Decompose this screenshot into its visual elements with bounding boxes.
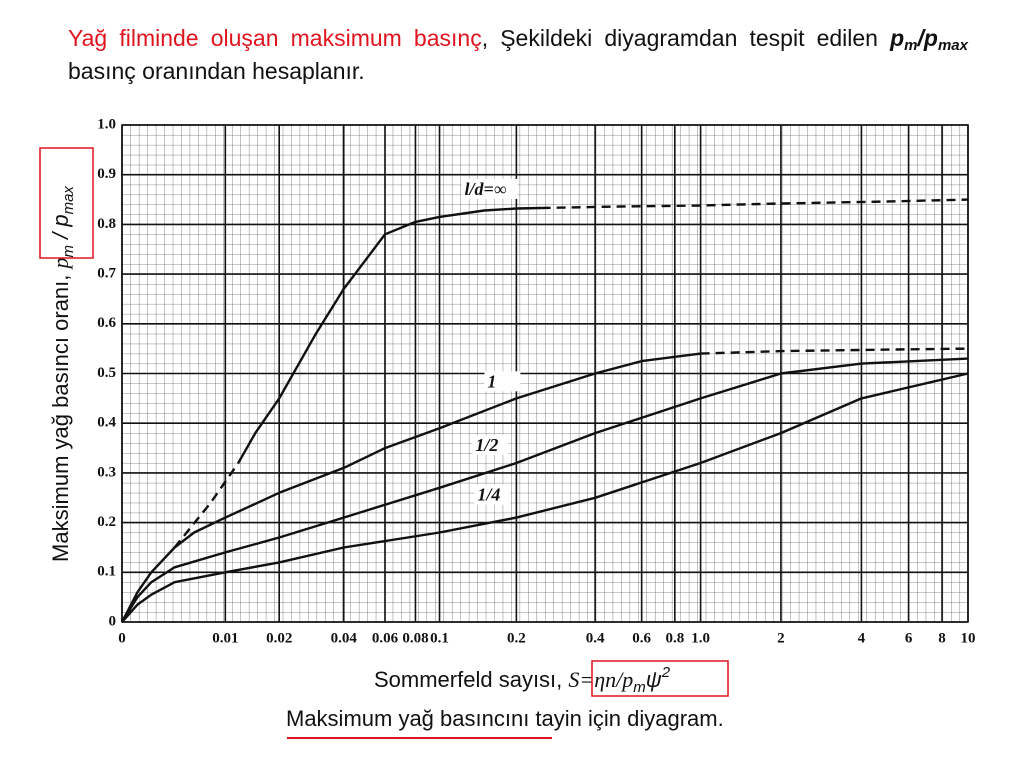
heading-text: , Şekildeki diyagramdan tespit edilen bbox=[481, 25, 891, 51]
x-tick-label: 6 bbox=[905, 630, 913, 646]
heading: Yağ filminde oluşan maksimum basınç, Şek… bbox=[68, 22, 968, 88]
y-tick-label: 0.3 bbox=[97, 464, 116, 480]
curve-label: 1/4 bbox=[477, 485, 500, 505]
y-label-sym: p bbox=[48, 257, 73, 270]
y-tick-label: 0.4 bbox=[97, 415, 116, 431]
curve bbox=[541, 198, 969, 210]
y-tick-label: 0.7 bbox=[97, 266, 116, 282]
x-label-sub: m bbox=[633, 679, 646, 696]
y-tick-label: 0.9 bbox=[97, 166, 116, 182]
curve-label: 1/2 bbox=[475, 435, 498, 455]
x-tick-label: 0.04 bbox=[331, 630, 358, 646]
ratio-p: /p bbox=[917, 25, 938, 51]
heading-text: basınç oranından hesaplanır. bbox=[68, 58, 365, 84]
y-tick-label: 0.1 bbox=[97, 564, 116, 580]
x-tick-label: 0.8 bbox=[665, 630, 684, 646]
curve bbox=[120, 352, 701, 623]
y-tick-label: 0.8 bbox=[97, 216, 116, 232]
label-bg bbox=[474, 484, 511, 505]
y-tick-label: 0.6 bbox=[97, 315, 116, 331]
y-label-sub: m bbox=[60, 245, 77, 258]
y-axis-label: Maksimum yağ basıncı oranı, pm / pmax bbox=[48, 186, 77, 562]
heading-red: Yağ filminde oluşan maksimum basınç bbox=[68, 25, 482, 51]
curve bbox=[120, 357, 969, 623]
curve-label: 1 bbox=[487, 371, 496, 391]
x-tick-label: 8 bbox=[938, 630, 946, 646]
highlight-box bbox=[591, 660, 729, 697]
ratio-p: p bbox=[890, 25, 905, 51]
y-label-text: Maksimum yağ basıncı oranı, bbox=[48, 268, 73, 561]
curve bbox=[700, 347, 969, 355]
curve bbox=[173, 462, 240, 549]
x-tick-label: 10 bbox=[961, 630, 976, 646]
x-tick-label: 0.06 bbox=[372, 630, 399, 646]
x-tick-label: 4 bbox=[858, 630, 866, 646]
x-tick-label: 2 bbox=[777, 630, 785, 646]
label-bg bbox=[472, 434, 509, 455]
y-label-sym: / p bbox=[48, 214, 73, 245]
x-label-sup: 2 bbox=[661, 664, 671, 681]
x-tick-label: 1.0 bbox=[691, 630, 710, 646]
highlight-box bbox=[39, 147, 94, 259]
x-label-sym: ψ bbox=[646, 667, 662, 692]
label-bg bbox=[461, 178, 518, 199]
x-tick-label: 0.02 bbox=[266, 630, 292, 646]
curve bbox=[121, 372, 969, 623]
y-tick-label: 0.5 bbox=[97, 365, 116, 381]
y-label-sub: max bbox=[60, 186, 77, 215]
ratio-sub: max bbox=[937, 37, 968, 54]
x-axis-label: Sommerfeld sayısı, S=ηn/pmψ2 bbox=[374, 664, 671, 696]
curve-label: l/d=∞ bbox=[465, 179, 507, 199]
x-tick-label: 0.2 bbox=[507, 630, 526, 646]
x-tick-label: 0.4 bbox=[586, 630, 605, 646]
x-tick-label: 0.08 bbox=[402, 630, 428, 646]
y-tick-label: 1.0 bbox=[97, 116, 116, 132]
curve bbox=[237, 206, 542, 464]
x-tick-label: 0.01 bbox=[212, 630, 238, 646]
caption: Maksimum yağ basıncını tayin için diyagr… bbox=[286, 706, 724, 731]
ratio-sub: m bbox=[904, 37, 918, 54]
x-tick-label: 0 bbox=[118, 630, 126, 646]
x-tick-label: 0.1 bbox=[430, 630, 449, 646]
y-tick-label: 0.2 bbox=[97, 514, 116, 530]
x-label-sym: S=ηn/p bbox=[568, 667, 633, 692]
x-tick-label: 0.6 bbox=[632, 630, 651, 646]
ratio: pm/pmax bbox=[890, 25, 968, 54]
y-tick-label: 0 bbox=[109, 613, 117, 629]
x-label-text: Sommerfeld sayısı, bbox=[374, 667, 568, 692]
label-bg bbox=[484, 371, 521, 392]
